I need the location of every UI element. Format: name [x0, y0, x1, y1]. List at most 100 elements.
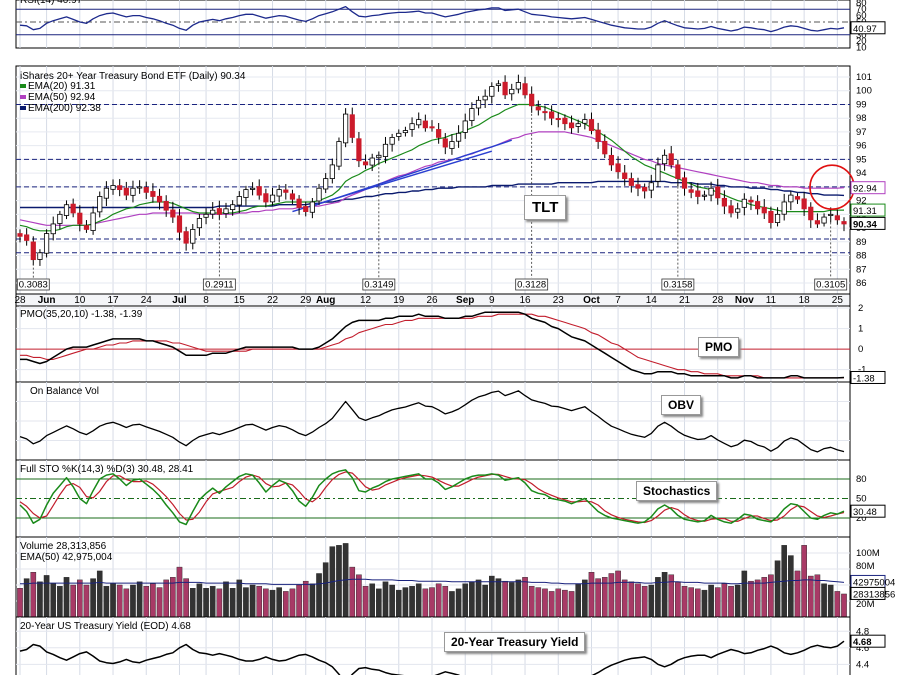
candle-up [495, 83, 502, 86]
x-tick-label: Jun [38, 295, 56, 306]
candle-up [316, 187, 322, 202]
candle-up [190, 229, 196, 244]
volume-bar [249, 584, 256, 618]
yield-label: 20-Year US Treasury Yield (EOD) 4.68 [20, 621, 191, 632]
rsi-current-tag-bg [850, 21, 886, 35]
volume-bar [635, 583, 641, 618]
low-marker-label: 0.3158 [663, 280, 692, 291]
volume-bar [296, 584, 302, 618]
volume-bar [834, 591, 841, 618]
stochastics-annotation: Stochastics [636, 481, 718, 501]
candle-up [462, 120, 468, 133]
x-tick-label: 19 [393, 295, 405, 306]
volume-bar [788, 555, 794, 618]
candle-down [688, 189, 694, 193]
volume-bar [641, 586, 648, 618]
price-title: iShares 20+ Year Treasury Bond ETF (Dail… [20, 71, 246, 82]
candle-up [276, 189, 282, 197]
volume-bar [283, 591, 289, 618]
candle-up [648, 182, 654, 191]
low-marker-box [814, 278, 848, 291]
candle-down [183, 231, 189, 244]
sto-current-tag: 30.48 [853, 507, 877, 518]
candle-down [429, 126, 435, 129]
candle-up [343, 113, 349, 144]
volume-bar [515, 579, 522, 618]
low-marker-label: 0.3105 [816, 280, 845, 291]
volume-bar [562, 589, 568, 618]
volume-bar [435, 583, 442, 618]
volume-bar [814, 574, 821, 618]
low-marker-label: 0.2911 [205, 280, 233, 291]
candle-up [137, 186, 143, 189]
volume-bar [455, 588, 462, 618]
volume-bar [70, 584, 76, 618]
x-tick-label: 21 [679, 295, 691, 306]
volume-bar [395, 589, 402, 618]
price-tick: 101 [856, 72, 872, 83]
ema20-tag-bg [850, 203, 886, 217]
volume-bar [794, 570, 801, 618]
volume-bar [130, 584, 136, 618]
candle-up [475, 99, 482, 109]
candle-up [582, 119, 588, 124]
volume-bar [774, 560, 781, 618]
candle-up [63, 204, 70, 216]
pmo-signal-line [20, 313, 845, 379]
candle-down [176, 215, 183, 233]
price-tick: 88 [856, 251, 867, 262]
candle-up [90, 212, 96, 231]
candle-up [449, 141, 455, 149]
yield-tick: 4.4 [856, 659, 869, 670]
candle-down [695, 190, 701, 197]
volume-bar [17, 588, 23, 618]
candle-down [256, 186, 262, 196]
volume-current-tag: 28313856 [853, 589, 895, 600]
volume-bar [502, 580, 508, 618]
candle-up [196, 218, 203, 229]
candle-up [230, 204, 236, 210]
sto-d-line [19, 471, 845, 524]
ema50-label: EMA(50) 92.94 [28, 92, 96, 103]
candle-down [834, 215, 840, 221]
volume-bar [382, 581, 389, 618]
x-tick-label: 23 [553, 295, 565, 306]
rsi-tick: 30 [856, 30, 867, 41]
candle-up [469, 108, 475, 121]
x-tick-label: Nov [735, 295, 754, 306]
volume-bar [582, 579, 588, 618]
candle-down [70, 203, 76, 214]
candle-up [402, 130, 409, 134]
candle-down [728, 205, 734, 214]
volume-bar [728, 586, 734, 618]
volume-bar [302, 580, 309, 618]
volume-bar [661, 572, 668, 618]
volume-bar [701, 589, 708, 618]
volume-bar [681, 586, 688, 618]
x-tick-label: 8 [203, 295, 209, 306]
x-tick-label: 14 [646, 295, 658, 306]
candle-down [349, 114, 355, 138]
sto-tick: 80 [856, 474, 867, 485]
candle-up [655, 164, 661, 182]
tlt-annotation: TLT [524, 195, 567, 220]
x-tick-label: 17 [107, 295, 119, 306]
volume-bar [542, 588, 548, 618]
close-tag: 90.34 [853, 219, 877, 230]
trendline-2 [312, 139, 512, 207]
candle-down [635, 184, 641, 189]
volume-bar [415, 583, 422, 618]
candle-up [708, 187, 714, 196]
x-tick-label: Jul [172, 295, 187, 306]
candle-up [309, 201, 315, 213]
candle-down [761, 206, 767, 214]
obv-line [19, 390, 845, 453]
candle-up [735, 208, 741, 213]
x-tick-label: 26 [426, 295, 438, 306]
candle-up [323, 178, 329, 190]
candle-down [529, 93, 535, 107]
price-tick: 95 [856, 154, 867, 165]
candle-up [515, 82, 521, 90]
